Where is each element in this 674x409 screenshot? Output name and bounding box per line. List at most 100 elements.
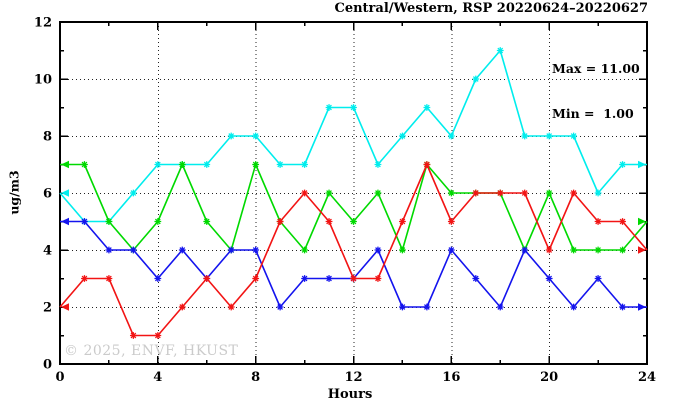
data-point-marker: [423, 303, 431, 311]
data-point-marker: [301, 189, 308, 197]
data-point-marker: [129, 189, 137, 197]
data-point-marker: [105, 275, 113, 282]
data-point-marker: [472, 75, 480, 83]
y-tick-label: 2: [43, 301, 52, 316]
series-station-blue: [60, 217, 647, 311]
series-end-arrow: [638, 303, 646, 311]
data-point-marker: [545, 246, 553, 254]
data-point-marker: [594, 218, 602, 225]
data-point-marker: [545, 132, 553, 140]
data-point-marker: [570, 189, 578, 197]
data-point-marker: [521, 132, 529, 140]
data-point-marker: [227, 246, 235, 254]
min-value-label: Min = 1.00: [552, 106, 634, 121]
data-point-marker: [252, 132, 260, 140]
y-axis-label: ug/m3: [6, 170, 22, 215]
data-point-marker: [423, 161, 431, 168]
data-point-marker: [619, 218, 626, 225]
data-point-marker: [154, 218, 162, 225]
data-point-marker: [154, 275, 162, 282]
data-point-marker: [350, 104, 357, 111]
y-tick-label: 4: [43, 244, 52, 259]
data-point-marker: [447, 218, 455, 225]
data-point-marker: [472, 189, 480, 197]
data-point-marker: [81, 161, 88, 168]
data-point-marker: [129, 246, 137, 254]
data-point-marker: [374, 161, 382, 168]
data-point-marker: [178, 161, 186, 168]
data-point-marker: [276, 218, 284, 225]
data-point-marker: [447, 246, 455, 254]
data-point-marker: [154, 332, 162, 339]
y-tick-label: 8: [43, 130, 52, 145]
data-point-marker: [203, 218, 211, 225]
data-point-marker: [350, 218, 357, 225]
data-point-marker: [252, 161, 260, 168]
data-point-marker: [203, 161, 211, 168]
y-tick-label: 12: [34, 16, 52, 31]
x-tick-label: 8: [251, 370, 260, 385]
data-point-marker: [252, 275, 260, 282]
x-axis-label: Hours: [327, 387, 373, 402]
data-point-marker: [325, 189, 333, 197]
data-point-marker: [252, 246, 260, 254]
data-point-marker: [325, 104, 333, 111]
chart-title: Central/Western, RSP 20220624–20220627: [334, 1, 648, 16]
data-point-marker: [129, 332, 137, 339]
data-point-marker: [276, 303, 284, 311]
data-point-marker: [105, 246, 113, 254]
series-start-arrow: [61, 160, 69, 169]
series-start-arrow: [61, 217, 69, 226]
data-point-marker: [399, 132, 406, 140]
data-point-marker: [570, 303, 578, 311]
data-point-marker: [496, 47, 504, 54]
x-tick-label: 0: [55, 370, 64, 385]
data-point-marker: [399, 303, 406, 311]
data-point-marker: [301, 161, 308, 168]
data-point-marker: [227, 303, 235, 311]
watermark-text: © 2025, ENVF, HKUST: [64, 343, 239, 359]
data-point-marker: [447, 189, 455, 197]
data-point-marker: [570, 246, 578, 254]
data-point-marker: [374, 189, 382, 197]
series-end-arrow: [638, 217, 646, 226]
series-station-green: [60, 160, 648, 254]
data-point-marker: [301, 275, 308, 282]
data-point-marker: [619, 303, 626, 311]
data-point-marker: [423, 104, 431, 111]
data-point-marker: [521, 189, 529, 197]
y-tick-label: 10: [34, 73, 52, 88]
data-point-marker: [570, 132, 578, 140]
series-end-arrow: [638, 160, 646, 169]
data-point-marker: [472, 275, 480, 282]
series-start-arrow: [61, 303, 69, 311]
data-point-marker: [301, 246, 308, 254]
data-point-marker: [325, 218, 333, 225]
x-tick-label: 4: [153, 370, 162, 385]
data-point-marker: [81, 275, 88, 282]
x-tick-label: 12: [344, 370, 362, 385]
x-tick-label: 16: [442, 370, 460, 385]
data-point-marker: [154, 161, 162, 168]
series-station-red: [59, 161, 648, 339]
data-point-marker: [105, 218, 113, 225]
x-tick-label: 24: [638, 370, 656, 385]
data-point-marker: [350, 275, 357, 282]
data-point-marker: [374, 246, 382, 254]
data-point-marker: [203, 275, 211, 282]
y-tick-label: 0: [43, 358, 52, 373]
data-point-marker: [496, 189, 504, 197]
data-point-marker: [447, 132, 455, 140]
data-point-marker: [545, 189, 553, 197]
data-point-marker: [81, 218, 88, 225]
data-point-marker: [399, 246, 406, 254]
data-point-marker: [325, 275, 333, 282]
max-min-annotation: Max = 11.00 Min = 1.00: [552, 31, 640, 151]
data-point-marker: [619, 246, 626, 254]
y-tick-label: 6: [43, 187, 52, 202]
data-point-marker: [496, 303, 504, 311]
series-line-station-green: [60, 163, 648, 251]
